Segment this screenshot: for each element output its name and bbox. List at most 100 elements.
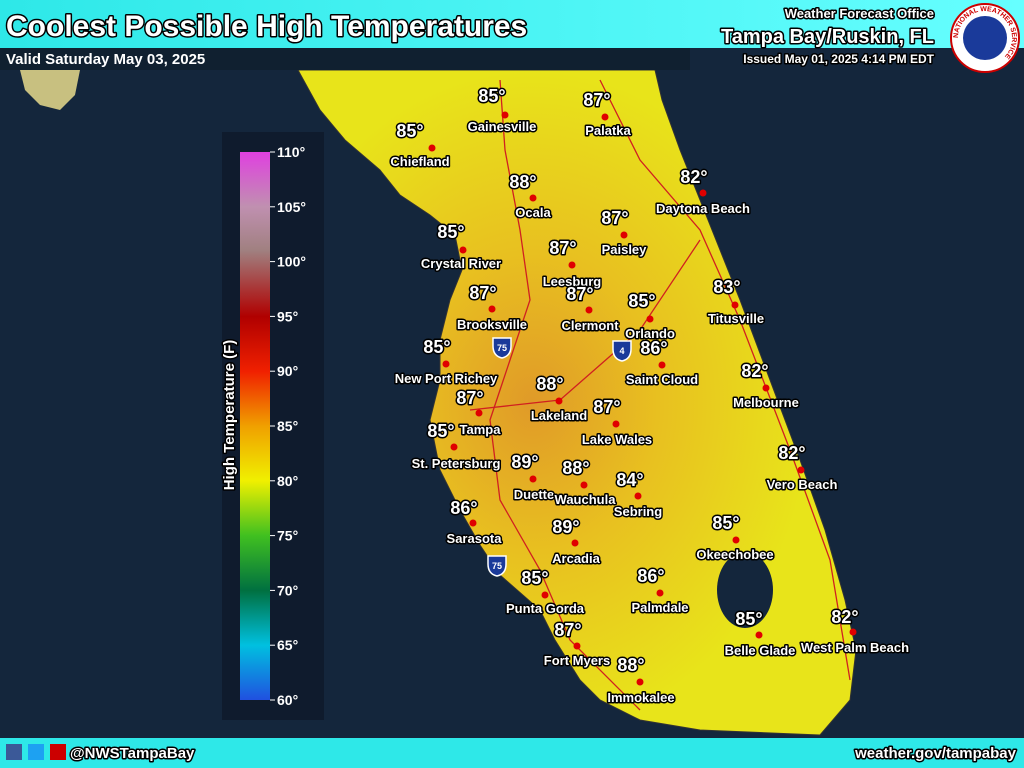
city-dot bbox=[529, 194, 537, 202]
city-temp: 86° bbox=[640, 338, 667, 358]
city-name: Paisley bbox=[602, 242, 648, 257]
city-dot bbox=[732, 536, 740, 544]
city-name: Gainesville bbox=[468, 119, 537, 134]
city-temp: 87° bbox=[566, 284, 593, 304]
city-dot bbox=[469, 519, 477, 527]
city-dot bbox=[636, 678, 644, 686]
city-dot bbox=[568, 261, 576, 269]
city-dot bbox=[501, 111, 509, 119]
city-dot bbox=[797, 466, 805, 474]
city-name: Arcadia bbox=[552, 551, 600, 566]
legend-tick-label: 100° bbox=[277, 254, 306, 270]
legend-tick-label: 90° bbox=[277, 363, 298, 379]
roads bbox=[469, 79, 851, 711]
city-temp: 82° bbox=[680, 167, 707, 187]
subtitle-bar bbox=[0, 48, 690, 70]
city-name: Palmdale bbox=[631, 600, 688, 615]
city-name: Chiefland bbox=[390, 154, 449, 169]
city-temp: 85° bbox=[396, 121, 423, 141]
website[interactable]: weather.gov/tampabay bbox=[853, 744, 1019, 764]
city-name: Wauchula bbox=[555, 492, 617, 507]
city-name: Sarasota bbox=[447, 531, 503, 546]
youtube-icon[interactable] bbox=[50, 744, 66, 760]
city-dot bbox=[442, 360, 450, 368]
city-temp: 85° bbox=[628, 291, 655, 311]
interstate-number: 75 bbox=[492, 561, 502, 571]
city-temp: 84° bbox=[616, 470, 643, 490]
city-temp: 88° bbox=[536, 374, 563, 394]
legend-colorbar bbox=[240, 152, 270, 700]
city-dot bbox=[573, 642, 581, 650]
city-temp: 89° bbox=[552, 517, 579, 537]
city-temp: 85° bbox=[735, 609, 762, 629]
city-temp: 85° bbox=[437, 222, 464, 242]
city-temp: 88° bbox=[562, 458, 589, 478]
legend-tick-label: 80° bbox=[277, 473, 298, 489]
city-temp: 85° bbox=[521, 568, 548, 588]
city-name: Titusville bbox=[708, 311, 764, 326]
city-temp: 85° bbox=[427, 421, 454, 441]
city-dot bbox=[762, 384, 770, 392]
city-name: Melbourne bbox=[733, 395, 799, 410]
city-temp: 87° bbox=[593, 397, 620, 417]
city-dot bbox=[620, 231, 628, 239]
city-dot bbox=[571, 539, 579, 547]
city-dot bbox=[450, 443, 458, 451]
city-name: Tampa bbox=[460, 422, 502, 437]
interstate-shield bbox=[492, 337, 512, 359]
city-temp: 87° bbox=[469, 283, 496, 303]
city-temp: 86° bbox=[450, 498, 477, 518]
city-temp: 86° bbox=[637, 566, 664, 586]
interstate-number: 4 bbox=[619, 346, 624, 356]
legend-tick-label: 60° bbox=[277, 692, 298, 708]
city-dot bbox=[612, 420, 620, 428]
city-temp: 88° bbox=[509, 172, 536, 192]
city-dot bbox=[585, 306, 593, 314]
city-dot bbox=[580, 481, 588, 489]
legend-tick-label: 105° bbox=[277, 199, 306, 215]
social-handle[interactable]: @NWSTampaBay bbox=[69, 744, 197, 764]
legend-tick-label: 110° bbox=[277, 144, 305, 160]
city-dot bbox=[428, 144, 436, 152]
city-dot bbox=[601, 113, 609, 121]
city-name: Leesburg bbox=[543, 274, 602, 289]
city-temp: 85° bbox=[478, 86, 505, 106]
city-dot bbox=[731, 301, 739, 309]
title: Coolest Possible High Temperatures bbox=[6, 10, 527, 43]
city-dot bbox=[541, 591, 549, 599]
panhandle bbox=[20, 70, 80, 110]
city-dot bbox=[488, 305, 496, 313]
city-dot bbox=[634, 492, 642, 500]
city-temp: 85° bbox=[423, 337, 450, 357]
legend-title: High Temperature (F) bbox=[221, 340, 238, 491]
city-name: Punta Gorda bbox=[506, 601, 585, 616]
twitter-icon[interactable] bbox=[28, 744, 44, 760]
city-dot bbox=[475, 409, 483, 417]
valid-date: Valid Saturday May 03, 2025 bbox=[6, 51, 205, 68]
issued: Issued May 01, 2025 4:14 PM EDT bbox=[743, 52, 934, 66]
legend-tick-label: 95° bbox=[277, 308, 298, 324]
city-temp: 82° bbox=[778, 443, 805, 463]
city-temp: 87° bbox=[549, 238, 576, 258]
legend-tick-label: 65° bbox=[277, 637, 298, 653]
city-dot bbox=[529, 475, 537, 483]
city-dot bbox=[699, 189, 707, 197]
city-temp: 89° bbox=[511, 452, 538, 472]
lake-okeechobee bbox=[717, 552, 773, 628]
city-name: Duette bbox=[514, 487, 554, 502]
footer-bar bbox=[0, 738, 1024, 768]
city-temp: 82° bbox=[741, 361, 768, 381]
office: Tampa Bay/Ruskin, FL bbox=[721, 26, 934, 48]
city-name: Okeechobee bbox=[696, 547, 773, 562]
city-name: Saint Cloud bbox=[626, 372, 698, 387]
city-name: Clermont bbox=[561, 318, 619, 333]
interstate-shield bbox=[612, 340, 632, 362]
city-name: Vero Beach bbox=[767, 477, 838, 492]
city-dot bbox=[755, 631, 763, 639]
city-dot bbox=[459, 246, 467, 254]
city-temp: 85° bbox=[712, 513, 739, 533]
facebook-icon[interactable] bbox=[6, 744, 22, 760]
city-name: New Port Richey bbox=[395, 371, 498, 386]
city-name: West Palm Beach bbox=[801, 640, 909, 655]
